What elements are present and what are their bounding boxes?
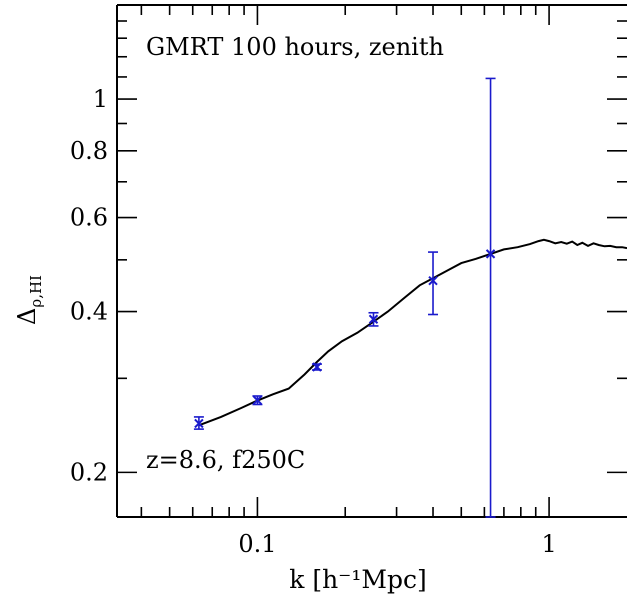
series-curve bbox=[199, 240, 627, 425]
tick-labels: 0.1 1 0.2 0.4 0.6 0.8 1 bbox=[70, 85, 557, 558]
y-tick-label: 0.6 bbox=[70, 204, 108, 232]
y-axis-label: Δρ,HI bbox=[13, 275, 45, 325]
x-tick-label: 0.1 bbox=[238, 530, 276, 558]
y-tick-label: 0.8 bbox=[70, 137, 108, 165]
x-tick-label: 1 bbox=[541, 530, 556, 558]
axis-ticks bbox=[117, 5, 627, 517]
model-curve bbox=[199, 240, 627, 425]
y-tick-label: 1 bbox=[93, 85, 108, 113]
y-axis-label-subscript: ρ,HI bbox=[27, 275, 45, 308]
annotation-top: GMRT 100 hours, zenith bbox=[146, 33, 444, 61]
x-axis-label: k [h⁻¹Mpc] bbox=[289, 565, 427, 594]
plot-frame bbox=[117, 5, 627, 517]
svg-text:Δρ,HI: Δρ,HI bbox=[13, 275, 45, 325]
y-tick-label: 0.4 bbox=[70, 298, 108, 326]
y-axis-label-main: Δ bbox=[13, 308, 41, 325]
y-tick-label: 0.2 bbox=[70, 458, 108, 486]
annotation-bottom: z=8.6, f250C bbox=[146, 446, 305, 474]
